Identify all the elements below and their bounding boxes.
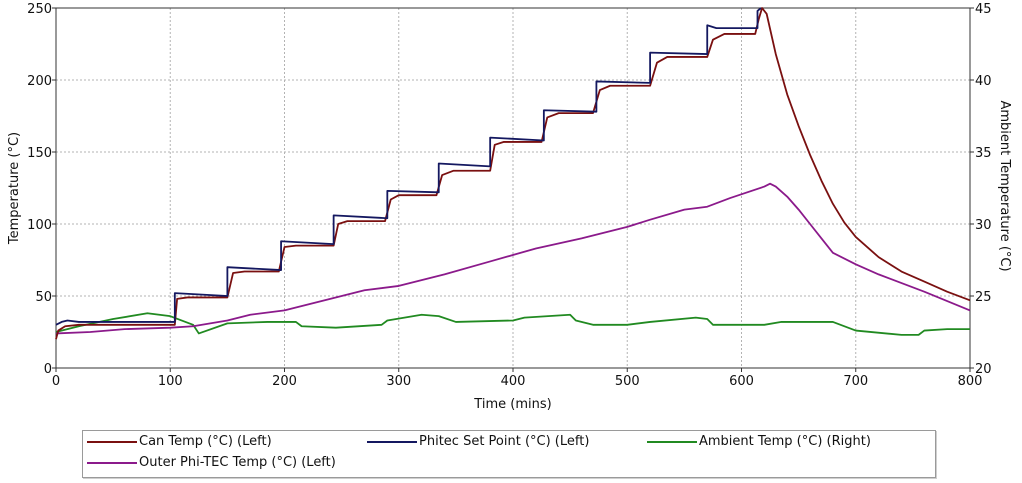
y-axis-label: Temperature (°C) [7, 132, 22, 245]
y-tick-label: 150 [27, 146, 52, 161]
legend-item-can-temp: Can Temp (°C) (Left) [87, 434, 272, 449]
x-tick-label: 0 [52, 374, 60, 389]
x-tick-label: 800 [958, 374, 983, 389]
legend-swatch-ambient-temp [647, 440, 697, 443]
series-line-outer-phi-tec-temp [55, 182, 971, 335]
x-tick-label: 400 [501, 374, 526, 389]
legend-label-outer-phi-tec-temp: Outer Phi-TEC Temp (°C) (Left) [139, 455, 336, 470]
grid-lines [52, 7, 974, 372]
legend-swatch-phitec-set-point [367, 440, 417, 443]
y-tick-label: 250 [27, 2, 52, 17]
series-line-can-temp [55, 7, 971, 340]
y2-tick-label: 20 [975, 362, 992, 377]
x-tick-label: 600 [729, 374, 754, 389]
y2-tick-label: 30 [975, 218, 992, 233]
y-tick-label: 100 [27, 218, 52, 233]
y-tick-label: 200 [27, 74, 52, 89]
x-axis-label: Time (mins) [473, 397, 551, 412]
y2-tick-label: 25 [975, 290, 992, 305]
legend-item-ambient-temp: Ambient Temp (°C) (Right) [647, 434, 871, 449]
legend-item-outer-phi-tec-temp: Outer Phi-TEC Temp (°C) (Left) [87, 455, 336, 470]
x-tick-label: 300 [386, 374, 411, 389]
legend-swatch-outer-phi-tec-temp [87, 461, 137, 464]
y2-tick-label: 35 [975, 146, 992, 161]
x-tick-label: 500 [615, 374, 640, 389]
y2-tick-label: 45 [975, 2, 992, 17]
tick-labels: 0 100 200 300 400 500 600 700 800 0 50 100 150 200 250… [27, 2, 991, 389]
y-tick-label: 50 [35, 290, 52, 305]
series-line-ambient-temp [55, 312, 970, 336]
series-line-phitec-set-point [55, 7, 762, 326]
plot-area-border [55, 7, 971, 369]
legend-item-phitec-set-point: Phitec Set Point (°C) (Left) [367, 434, 589, 449]
x-tick-label: 200 [272, 374, 297, 389]
legend: Can Temp (°C) (Left) Phitec Set Point (°… [82, 430, 936, 478]
legend-label-phitec-set-point: Phitec Set Point (°C) (Left) [419, 434, 590, 449]
y2-axis-label: Ambient Temperature (°C) [997, 100, 1012, 271]
legend-swatch-can-temp [87, 440, 137, 443]
x-tick-label: 700 [843, 374, 868, 389]
legend-label-ambient-temp: Ambient Temp (°C) (Right) [699, 434, 871, 449]
x-tick-label: 100 [158, 374, 183, 389]
y2-tick-label: 40 [975, 74, 992, 89]
y-tick-label: 0 [44, 362, 52, 377]
series-lines [55, 7, 971, 340]
legend-label-can-temp: Can Temp (°C) (Left) [139, 434, 272, 449]
